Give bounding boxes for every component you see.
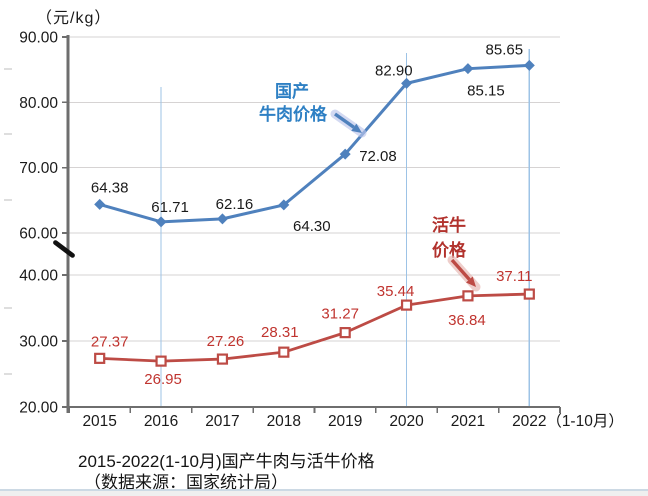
data-point-label: 62.16 [216, 196, 254, 213]
series-annotation-label: 国产 [275, 81, 309, 101]
x-tick-label: 2016 [144, 413, 178, 430]
x-tick-label: 2017 [205, 413, 239, 430]
data-point-label: 72.08 [359, 148, 397, 165]
series-annotation-label: 牛肉价格 [259, 104, 328, 124]
x-tick-label: 2020 [389, 413, 424, 430]
x-tick-label: 2019 [328, 413, 362, 430]
y-axis-unit-label: （元/kg） [36, 10, 112, 27]
arrow-head [351, 123, 362, 133]
data-point-label: 28.31 [261, 324, 299, 341]
chart-source-caption: （数据来源：国家统计局） [84, 473, 288, 492]
data-point-label: 27.37 [91, 333, 129, 350]
x-axis-suffix-label: （1-10月） [546, 413, 624, 430]
y-tick-label: 30.00 [19, 334, 58, 351]
data-point-marker [523, 288, 535, 300]
series-line-beef [99, 63, 530, 224]
data-point-marker [339, 148, 351, 160]
data-point-label: 35.44 [377, 283, 415, 300]
data-point-marker [155, 355, 167, 367]
y-tick-label: 70.00 [19, 160, 58, 177]
data-point-label: 64.38 [91, 179, 129, 196]
data-point-marker [155, 216, 167, 228]
data-point-marker [216, 353, 229, 365]
data-point-label: 61.71 [151, 199, 189, 216]
data-point-label: 27.26 [207, 333, 245, 350]
series-line-cattle [99, 292, 530, 363]
data-point-marker [462, 63, 474, 75]
data-point-label: 85.15 [467, 83, 505, 100]
chart-title-caption: 2015-2022(1-10月)国产牛肉与活牛价格 [78, 452, 375, 471]
data-point-label: 31.27 [321, 306, 359, 323]
series-annotation-label: 活牛 [432, 215, 466, 235]
y-tick-label: 90.00 [19, 30, 58, 47]
arrow-shaft [334, 112, 355, 129]
x-tick-label: 2015 [82, 413, 116, 430]
arrow-head [465, 276, 476, 287]
x-tick-label: 2022 [512, 413, 546, 430]
data-point-marker [339, 327, 351, 339]
data-point-marker [462, 290, 474, 302]
y-tick-label: 60.00 [19, 226, 58, 243]
data-point-label: 26.95 [144, 371, 182, 388]
data-point-marker [400, 299, 413, 311]
series-annotation-label: 价格 [432, 240, 467, 260]
data-point-label: 85.65 [486, 41, 524, 58]
x-tick-label: 2021 [451, 413, 485, 430]
x-tick-label: 2018 [267, 413, 301, 430]
data-point-marker [216, 213, 228, 225]
data-point-label: 37.11 [496, 268, 532, 285]
data-point-marker [523, 59, 535, 71]
data-point-marker [278, 199, 290, 211]
axis-break-mark [53, 240, 75, 258]
data-point-marker [94, 352, 106, 364]
data-point-marker [278, 346, 290, 358]
arrow-shaft [450, 258, 471, 281]
data-point-marker [401, 77, 413, 89]
y-tick-label: 20.00 [19, 400, 58, 417]
data-point-label: 82.90 [375, 62, 413, 79]
data-point-marker [94, 198, 106, 210]
window-bottom-edge [0, 489, 648, 496]
y-tick-label: 80.00 [19, 95, 58, 112]
data-point-label: 64.30 [293, 218, 331, 235]
y-tick-label: 40.00 [19, 268, 58, 285]
data-point-label: 36.84 [448, 312, 486, 329]
